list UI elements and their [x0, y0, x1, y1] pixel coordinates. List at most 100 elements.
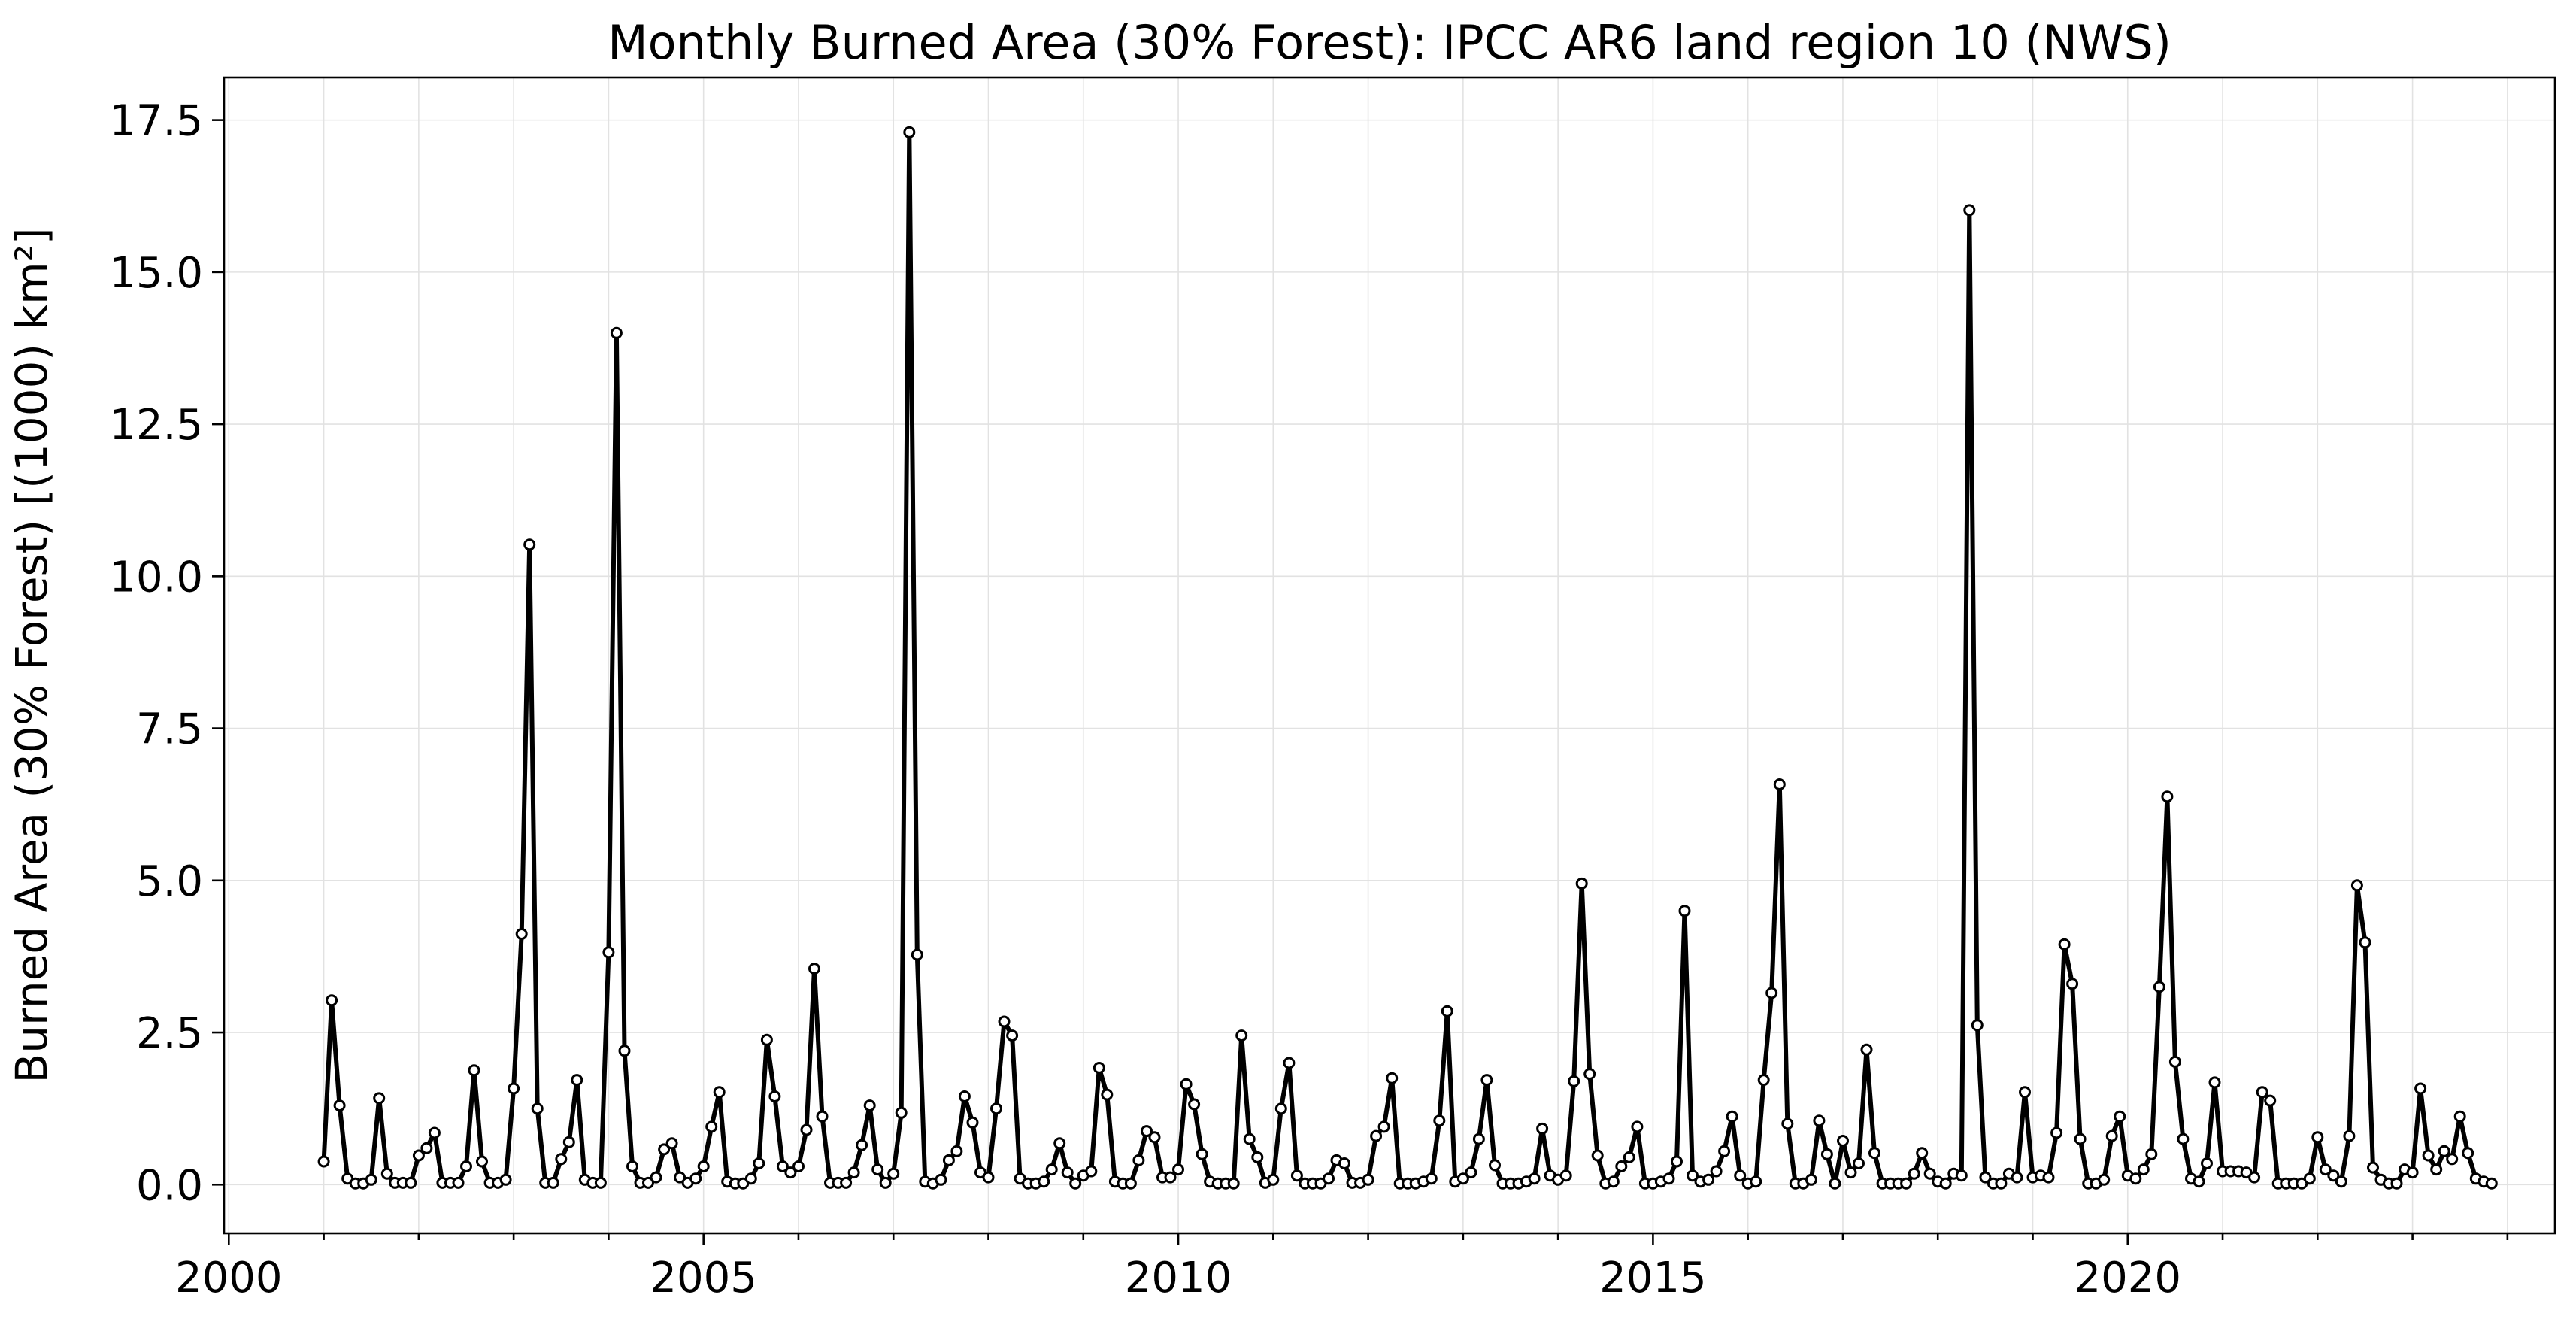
- data-point: [1718, 1145, 1731, 1157]
- data-point: [1963, 204, 1976, 217]
- data-point: [650, 1171, 662, 1184]
- x-tick-label: 2000: [175, 1254, 283, 1302]
- data-point: [2422, 1149, 2435, 1162]
- data-point: [1433, 1114, 1446, 1127]
- data-point: [2177, 1132, 2190, 1145]
- data-point: [1362, 1173, 1374, 1186]
- data-point: [879, 1176, 892, 1189]
- data-point: [2050, 1126, 2063, 1139]
- data-point: [1141, 1125, 1153, 1138]
- data-point: [547, 1176, 559, 1189]
- data-point: [871, 1163, 884, 1176]
- data-point: [1243, 1132, 1256, 1145]
- data-point: [776, 1160, 789, 1172]
- data-point: [895, 1106, 908, 1119]
- data-point: [1583, 1068, 1596, 1081]
- data-points: [317, 126, 2498, 1190]
- data-point: [1923, 1167, 1936, 1180]
- y-tick-label: 17.5: [109, 97, 203, 146]
- data-point: [1172, 1163, 1184, 1176]
- y-tick-label: 12.5: [109, 401, 203, 450]
- data-point: [412, 1149, 425, 1162]
- data-point: [966, 1116, 979, 1129]
- y-tick-label: 15.0: [109, 249, 203, 298]
- data-point: [1710, 1165, 1723, 1178]
- data-point: [887, 1167, 900, 1180]
- data-point: [1283, 1057, 1296, 1069]
- data-point: [1734, 1169, 1747, 1182]
- data-point: [515, 928, 528, 940]
- data-point: [1844, 1166, 1857, 1179]
- data-point: [665, 1137, 678, 1150]
- data-point: [1837, 1135, 1849, 1147]
- data-point: [499, 1173, 512, 1186]
- data-point: [626, 1160, 638, 1172]
- data-point: [1480, 1074, 1493, 1087]
- data-point: [508, 1082, 520, 1095]
- data-point: [689, 1172, 702, 1185]
- data-point: [1465, 1166, 1477, 1179]
- data-point: [2058, 938, 2071, 951]
- data-point: [2074, 1132, 2087, 1145]
- data-point: [1425, 1172, 1438, 1185]
- data-point: [2248, 1171, 2261, 1184]
- data-point: [1687, 1169, 1699, 1182]
- data-point: [326, 994, 338, 1007]
- data-point: [784, 1166, 797, 1179]
- data-point: [744, 1172, 757, 1185]
- data-point: [1591, 1149, 1604, 1162]
- data-point: [958, 1090, 971, 1102]
- data-point: [460, 1160, 472, 1172]
- data-point: [2042, 1171, 2055, 1184]
- data-point: [2438, 1145, 2450, 1157]
- data-point: [1180, 1078, 1193, 1090]
- data-point: [982, 1171, 995, 1184]
- data-point: [2114, 1110, 2126, 1123]
- data-point: [1132, 1154, 1145, 1166]
- data-point: [618, 1045, 631, 1057]
- data-point: [1235, 1029, 1248, 1042]
- data-point: [935, 1173, 947, 1186]
- data-point: [373, 1092, 386, 1105]
- data-point: [792, 1160, 805, 1172]
- data-point: [1781, 1117, 1794, 1130]
- data-point: [1805, 1173, 1817, 1186]
- data-point: [555, 1153, 568, 1166]
- data-point: [1045, 1163, 1058, 1176]
- data-point: [1290, 1169, 1303, 1182]
- data-point: [1536, 1122, 1549, 1135]
- data-point: [476, 1155, 488, 1168]
- data-point: [2350, 879, 2363, 892]
- data-point: [1702, 1173, 1715, 1186]
- data-point: [1124, 1177, 1137, 1190]
- data-point: [658, 1143, 671, 1156]
- data-point: [2430, 1163, 2443, 1176]
- data-point: [2446, 1153, 2459, 1166]
- data-point: [2414, 1082, 2427, 1095]
- data-point: [847, 1166, 860, 1179]
- data-point: [2105, 1129, 2118, 1142]
- data-point: [856, 1139, 868, 1151]
- data-point: [800, 1123, 813, 1136]
- data-point: [1227, 1177, 1240, 1190]
- axes: 2000 2005 2010 2015 2020 0.0 2.5 5.0 7.5 10.0 12.5…: [109, 97, 2509, 1302]
- y-tick-label: 2.5: [136, 1009, 203, 1058]
- data-point: [942, 1154, 955, 1166]
- data-point: [1456, 1172, 1469, 1185]
- data-point: [753, 1157, 765, 1169]
- data-point: [2485, 1177, 2498, 1190]
- x-tick-label: 2020: [2074, 1254, 2182, 1302]
- data-point: [1472, 1132, 1485, 1145]
- data-point: [1726, 1110, 1738, 1123]
- data-point: [2359, 936, 2371, 949]
- data-point: [452, 1176, 465, 1189]
- data-point: [1489, 1159, 1501, 1172]
- x-tick-label: 2010: [1125, 1254, 1232, 1302]
- data-point: [365, 1173, 377, 1186]
- data-point: [863, 1099, 876, 1112]
- data-point: [1829, 1177, 1841, 1190]
- data-point: [405, 1176, 417, 1189]
- data-point: [2193, 1175, 2205, 1188]
- data-point: [1860, 1043, 1873, 1056]
